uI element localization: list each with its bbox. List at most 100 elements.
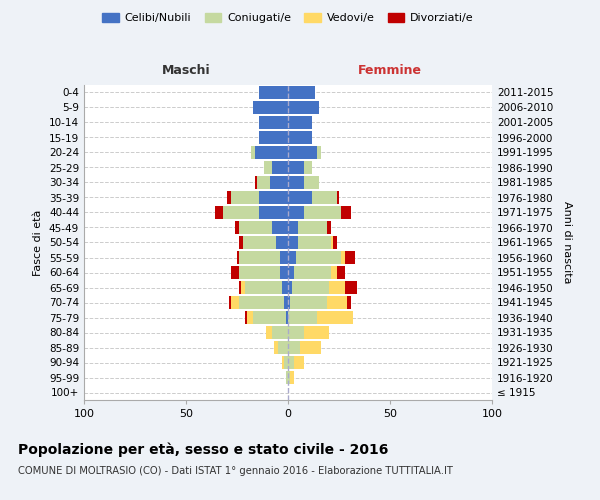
Text: COMUNE DI MOLTRASIO (CO) - Dati ISTAT 1° gennaio 2016 - Elaborazione TUTTITALIA.: COMUNE DI MOLTRASIO (CO) - Dati ISTAT 1°… [18,466,453,476]
Bar [253,102,288,114]
Bar [337,192,339,203]
Bar [294,356,304,368]
Bar [288,146,317,158]
Bar [288,252,296,264]
Bar [288,372,290,384]
Bar [237,252,239,264]
Bar [288,312,317,324]
Bar [263,162,272,173]
Bar [272,222,288,234]
Bar [239,266,280,278]
Bar [288,116,313,128]
Bar [259,132,288,143]
Bar [333,236,337,248]
Bar [259,86,288,99]
Bar [243,236,276,248]
Bar [231,192,259,203]
Bar [288,342,300,353]
Bar [288,266,294,278]
Y-axis label: Fasce di età: Fasce di età [34,210,43,276]
Bar [257,176,269,188]
Bar [231,296,239,308]
Bar [331,266,337,278]
Bar [345,282,358,294]
Bar [327,296,347,308]
Bar [266,326,272,338]
Bar [227,192,231,203]
Bar [280,252,288,264]
Bar [304,162,313,173]
Bar [304,176,319,188]
Bar [290,372,294,384]
Bar [245,282,282,294]
Bar [239,222,272,234]
Bar [259,116,288,128]
Bar [247,312,253,324]
Bar [288,356,294,368]
Bar [274,342,278,353]
Bar [298,222,327,234]
Bar [245,312,247,324]
Bar [256,146,288,158]
Bar [284,296,288,308]
Bar [229,296,231,308]
Bar [288,86,314,99]
Bar [331,236,333,248]
Bar [288,132,313,143]
Bar [288,162,304,173]
Bar [337,266,345,278]
Bar [304,326,329,338]
Bar [317,312,353,324]
Bar [341,252,345,264]
Bar [286,372,288,384]
Bar [215,206,223,218]
Bar [284,356,288,368]
Bar [288,176,304,188]
Bar [272,162,288,173]
Bar [345,252,355,264]
Text: Popolazione per età, sesso e stato civile - 2016: Popolazione per età, sesso e stato civil… [18,442,388,457]
Bar [327,222,331,234]
Legend: Celibi/Nubili, Coniugati/e, Vedovi/e, Divorziati/e: Celibi/Nubili, Coniugati/e, Vedovi/e, Di… [98,8,478,28]
Bar [288,326,304,338]
Bar [239,296,284,308]
Bar [251,146,256,158]
Bar [300,342,320,353]
Bar [239,236,243,248]
Bar [259,206,288,218]
Bar [329,282,345,294]
Bar [341,206,351,218]
Bar [304,206,341,218]
Bar [288,192,313,203]
Bar [286,312,288,324]
Bar [280,266,288,278]
Bar [239,252,280,264]
Bar [282,356,284,368]
Bar [231,266,239,278]
Bar [235,222,239,234]
Bar [288,206,304,218]
Bar [239,282,241,294]
Bar [290,296,327,308]
Bar [288,282,292,294]
Bar [288,222,298,234]
Bar [223,206,259,218]
Bar [317,146,320,158]
Bar [313,192,337,203]
Bar [288,296,290,308]
Bar [269,176,288,188]
Bar [347,296,351,308]
Bar [241,282,245,294]
Bar [256,176,257,188]
Bar [296,252,341,264]
Bar [288,102,319,114]
Bar [292,282,329,294]
Bar [288,236,298,248]
Bar [272,326,288,338]
Text: Maschi: Maschi [161,64,211,78]
Bar [294,266,331,278]
Bar [298,236,331,248]
Bar [278,342,288,353]
Bar [282,282,288,294]
Bar [253,312,286,324]
